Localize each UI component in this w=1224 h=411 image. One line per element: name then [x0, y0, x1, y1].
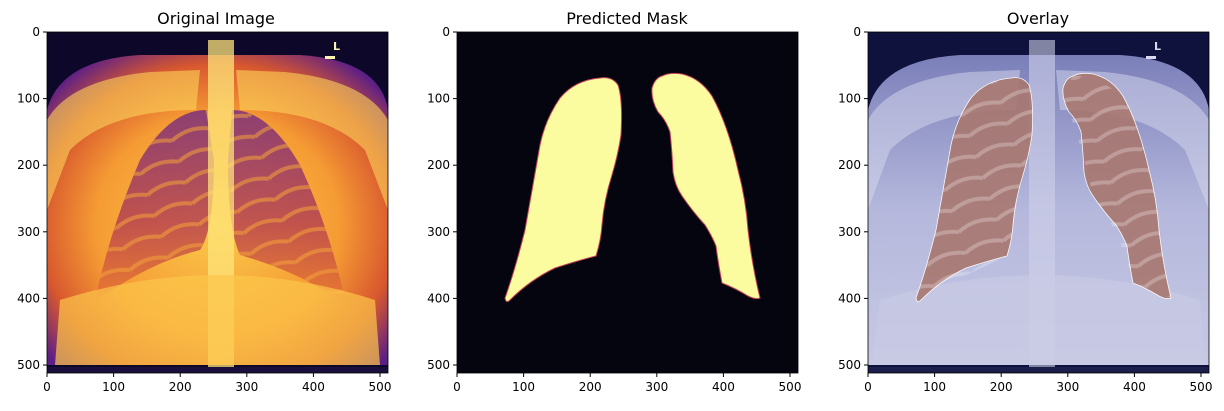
marker-letter: L	[333, 40, 340, 53]
panel-title: Original Image	[157, 9, 275, 28]
y-tick-label: 0	[442, 25, 450, 39]
y-tick-label: 200	[838, 158, 861, 172]
y-tick-label: 400	[427, 291, 450, 305]
predicted-mask-panel: Predicted Mask 0 100 200 300 400 500010020030…	[427, 9, 801, 394]
y-tick-label: 300	[838, 225, 861, 239]
x-tick-label: 500	[1190, 380, 1213, 394]
overlay-panel: Overlay L 0 100 200 300 400 50001002003004005…	[838, 9, 1212, 394]
y-tick-label: 200	[17, 158, 40, 172]
y-tick-label: 400	[838, 291, 861, 305]
x-tick-label: 100	[512, 380, 535, 394]
x-tick-label: 0	[864, 380, 872, 394]
y-tick-label: 0	[32, 25, 40, 39]
lung-mask-right	[651, 72, 761, 300]
y-tick-label: 400	[17, 291, 40, 305]
x-tick-label: 100	[923, 380, 946, 394]
y-tick-label: 500	[17, 358, 40, 372]
axes-frame	[867, 31, 1210, 374]
mask-image	[457, 32, 798, 373]
panel-title: Predicted Mask	[566, 9, 688, 28]
marker-letter: L	[1154, 40, 1161, 53]
y-tick-label: 300	[17, 225, 40, 239]
x-tick-label: 100	[102, 380, 125, 394]
axes-frame	[46, 31, 389, 374]
y-tick-label: 0	[853, 25, 861, 39]
y-tick-label: 500	[838, 358, 861, 372]
x-tick-label: 500	[779, 380, 802, 394]
y-tick-label: 300	[427, 225, 450, 239]
x-tick-label: 400	[1123, 380, 1146, 394]
panel-title: Overlay	[1007, 9, 1069, 28]
x-tick-label: 400	[302, 380, 325, 394]
lung-mask-left	[504, 77, 623, 303]
x-tick-label: 0	[453, 380, 461, 394]
x-tick-label: 300	[645, 380, 668, 394]
x-tick-label: 200	[169, 380, 192, 394]
x-tick-label: 500	[369, 380, 392, 394]
y-tick-label: 200	[427, 158, 450, 172]
x-tick-label: 200	[579, 380, 602, 394]
y-tick-label: 100	[838, 92, 861, 106]
x-tick-label: 0	[43, 380, 51, 394]
y-tick-label: 100	[427, 92, 450, 106]
original-image-panel: Original Image L 0 100 200 300 400 500	[17, 9, 391, 394]
xray-image: L	[47, 32, 388, 373]
x-tick-label: 400	[712, 380, 735, 394]
overlay-image: L	[868, 32, 1209, 373]
y-tick-label: 500	[427, 358, 450, 372]
axes-frame	[456, 31, 799, 374]
x-tick-label: 300	[1056, 380, 1079, 394]
y-tick-label: 100	[17, 92, 40, 106]
x-tick-label: 200	[990, 380, 1013, 394]
x-tick-label: 300	[235, 380, 258, 394]
